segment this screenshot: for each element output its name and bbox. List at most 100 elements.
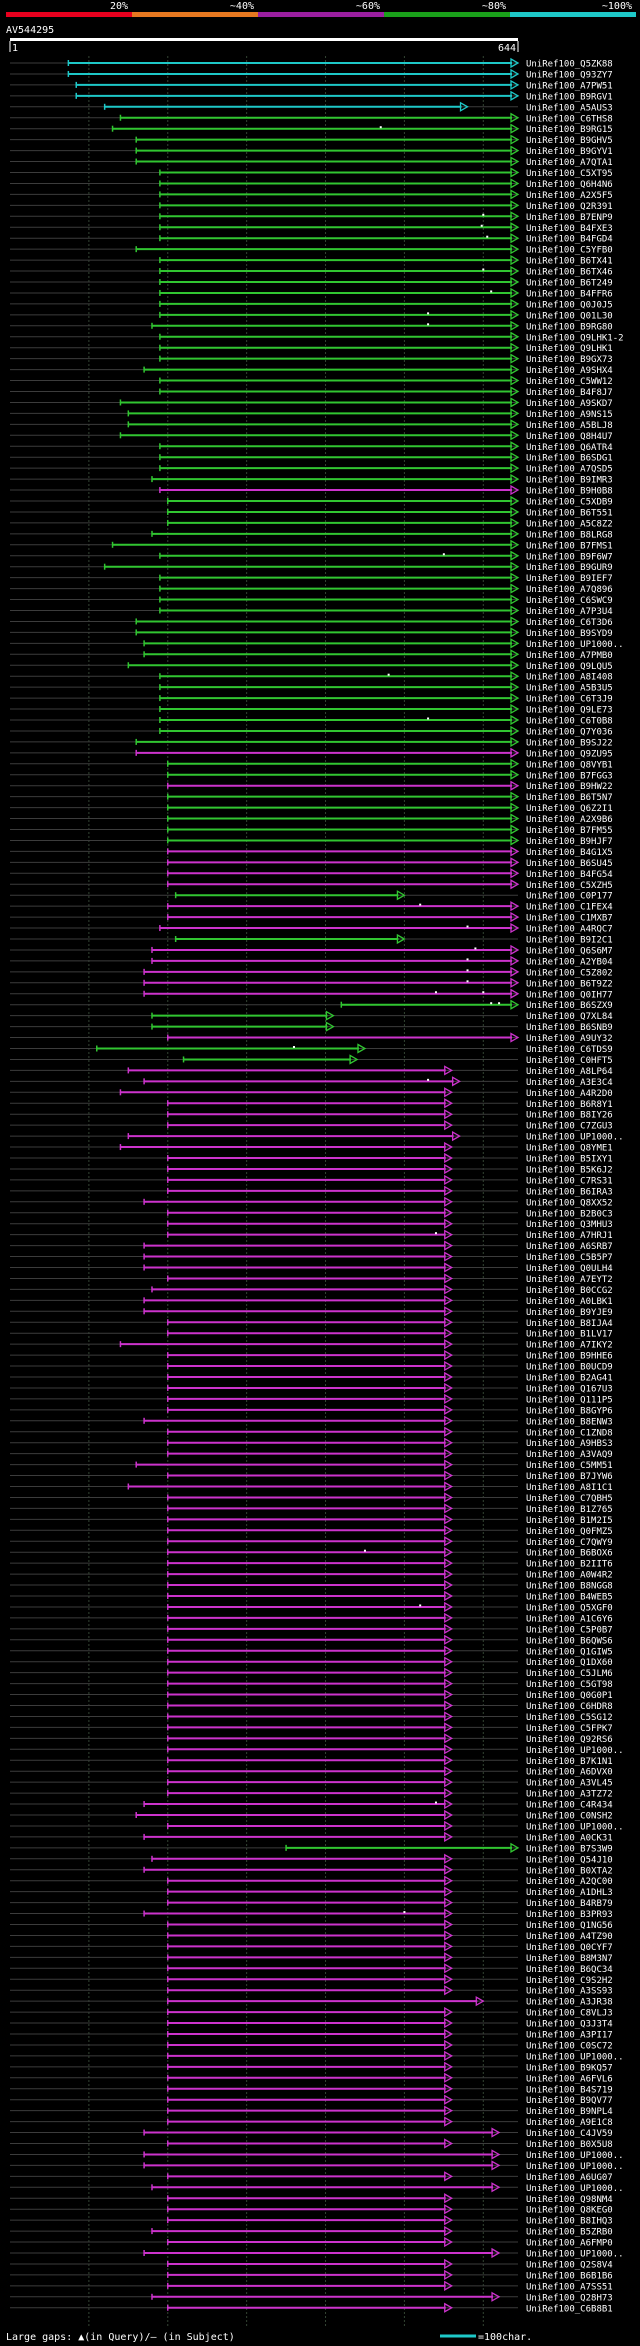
hit-label[interactable]: UniRef100_C1MXB7 [526,914,613,924]
hit-row[interactable]: UniRef100_B9QV77 [10,2094,613,2107]
hit-label[interactable]: UniRef100_B6IRA3 [526,1187,613,1197]
hit-row[interactable]: UniRef100_B4FXE3 [10,222,613,234]
hit-row[interactable]: UniRef100_Q167U3 [10,1382,613,1395]
hit-row[interactable]: UniRef100_C6HDR8 [10,1700,613,1713]
hit-label[interactable]: UniRef100_Q1GIW5 [526,1647,613,1657]
hit-label[interactable]: UniRef100_A4RQC7 [526,925,613,935]
hit-row[interactable]: UniRef100_UP1000.. [10,1744,624,1756]
hit-label[interactable]: UniRef100_A2X5F5 [526,191,613,201]
hit-label[interactable]: UniRef100_B9H0B8 [526,487,613,497]
hit-label[interactable]: UniRef100_C6TDS9 [526,1045,613,1055]
hit-row[interactable]: UniRef100_A5BLJ8 [10,419,613,431]
hit-label[interactable]: UniRef100_C7QWY9 [526,1538,613,1548]
hit-label[interactable]: UniRef100_C5Z802 [526,968,613,978]
hit-label[interactable]: UniRef100_B9F6W7 [526,552,613,562]
hit-label[interactable]: UniRef100_A3VAQ9 [526,1450,613,1460]
hit-label[interactable]: UniRef100_Q0FMZ5 [526,1527,613,1537]
hit-label[interactable]: UniRef100_C6THS8 [526,114,613,124]
hit-label[interactable]: UniRef100_Q8KEG0 [526,2206,613,2216]
hit-label[interactable]: UniRef100_C6T3D6 [526,618,613,628]
hit-row[interactable]: UniRef100_B7ENP9 [10,211,613,223]
hit-row[interactable]: UniRef100_B6SU45 [10,857,613,869]
hit-label[interactable]: UniRef100_A3VL45 [526,1779,613,1789]
hit-row[interactable]: UniRef100_B8IHQ3 [10,2215,613,2227]
hit-row[interactable]: UniRef100_B9KQ57 [10,2061,613,2074]
hit-label[interactable]: UniRef100_Q8VYB1 [526,760,613,770]
hit-row[interactable]: UniRef100_B6SZX9 [10,999,613,1012]
hit-label[interactable]: UniRef100_B9NPL4 [526,2107,613,2117]
hit-label[interactable]: UniRef100_A7SS51 [526,2282,613,2292]
hit-row[interactable]: UniRef100_B4FFR6 [10,287,613,300]
hit-row[interactable]: UniRef100_B8NGG8 [10,1579,613,1592]
hit-label[interactable]: UniRef100_Q5ZK88 [526,60,613,70]
hit-label[interactable]: UniRef100_A5C8Z2 [526,519,613,529]
hit-label[interactable]: UniRef100_C7ZGU3 [526,1122,613,1132]
hit-row[interactable]: UniRef100_Q54J10 [10,1853,613,1866]
hit-label[interactable]: UniRef100_Q92RS6 [526,1735,613,1745]
hit-label[interactable]: UniRef100_A0CK31 [526,1833,613,1843]
hit-row[interactable]: UniRef100_A5C8Z2 [10,517,613,530]
hit-label[interactable]: UniRef100_B6SDG1 [526,454,613,464]
hit-label[interactable]: UniRef100_C5JLM6 [526,1669,613,1679]
hit-row[interactable]: UniRef100_Q3MHU3 [10,1218,613,1231]
hit-row[interactable]: UniRef100_Q1DX60 [10,1656,613,1669]
hit-row[interactable]: UniRef100_Q0J0J5 [10,298,613,311]
hit-row[interactable]: UniRef100_Q5XGF0 [10,1601,613,1614]
hit-label[interactable]: UniRef100_A4R2D0 [526,1089,613,1099]
hit-row[interactable]: UniRef100_B9HHE6 [10,1349,613,1362]
hit-label[interactable]: UniRef100_A7Q896 [526,585,613,595]
hit-label[interactable]: UniRef100_C0HFT5 [526,1056,613,1066]
hit-label[interactable]: UniRef100_UP1000.. [526,1822,624,1832]
hit-label[interactable]: UniRef100_Q98NM4 [526,2195,613,2205]
hit-label[interactable]: UniRef100_C5GT98 [526,1680,613,1690]
hit-label[interactable]: UniRef100_C4R434 [526,1801,613,1811]
hit-row[interactable]: UniRef100_B5IXY1 [10,1152,613,1165]
hit-row[interactable]: UniRef100_Q98NM4 [10,2193,613,2205]
hit-label[interactable]: UniRef100_B4FXE3 [526,224,613,234]
hit-label[interactable]: UniRef100_B4WEB5 [526,1593,613,1603]
hit-row[interactable]: UniRef100_C4JV59 [10,2127,613,2140]
hit-row[interactable]: UniRef100_B2B0C3 [10,1207,613,1220]
hit-label[interactable]: UniRef100_B9SYD9 [526,629,613,639]
hit-label[interactable]: UniRef100_Q0G0P1 [526,1691,613,1701]
hit-label[interactable]: UniRef100_C5FPK7 [526,1724,613,1734]
hit-label[interactable]: UniRef100_A7QSD5 [526,465,613,475]
hit-row[interactable]: UniRef100_A3VL45 [10,1777,613,1789]
hit-row[interactable]: UniRef100_A8LP64 [10,1065,613,1077]
hit-label[interactable]: UniRef100_Q0ULH4 [526,1264,613,1274]
hit-row[interactable]: UniRef100_C1FEX4 [10,901,613,913]
hit-row[interactable]: UniRef100_B9I2C1 [10,933,613,946]
hit-row[interactable]: UniRef100_B8ENW3 [10,1415,613,1428]
hit-row[interactable]: UniRef100_B7FMS1 [10,539,613,552]
hit-label[interactable]: UniRef100_B6SNB9 [526,1023,613,1033]
hit-row[interactable]: UniRef100_Q8VYB1 [10,758,613,771]
hit-label[interactable]: UniRef100_B5IXY1 [526,1155,613,1165]
hit-label[interactable]: UniRef100_C0P177 [526,892,613,902]
hit-label[interactable]: UniRef100_B4RB79 [526,1899,613,1909]
hit-row[interactable]: UniRef100_UP1000.. [10,1130,624,1143]
hit-row[interactable]: UniRef100_Q8XX52 [10,1196,613,1209]
hit-label[interactable]: UniRef100_Q8H4U7 [526,432,613,442]
hit-label[interactable]: UniRef100_Q7Y036 [526,727,613,737]
hit-label[interactable]: UniRef100_UP1000.. [526,2162,624,2172]
hit-label[interactable]: UniRef100_B2AG41 [526,1374,613,1384]
hit-label[interactable]: UniRef100_Q1NG56 [526,1921,613,1931]
hit-label[interactable]: UniRef100_B4FFR6 [526,289,613,299]
hit-row[interactable]: UniRef100_Q28H73 [10,2291,613,2304]
hit-row[interactable]: UniRef100_A8I408 [10,671,613,683]
hit-label[interactable]: UniRef100_Q01L30 [526,311,613,321]
hit-label[interactable]: UniRef100_B1M2I5 [526,1516,613,1526]
hit-label[interactable]: UniRef100_C6HDR8 [526,1702,613,1712]
hit-label[interactable]: UniRef100_UP1000.. [526,2151,624,2161]
hit-label[interactable]: UniRef100_B1Z765 [526,1505,613,1515]
hit-label[interactable]: UniRef100_A0W4R2 [526,1571,613,1581]
hit-label[interactable]: UniRef100_Q9LQU5 [526,662,613,672]
hit-label[interactable]: UniRef100_Q9LE73 [526,706,613,716]
hit-label[interactable]: UniRef100_B0UCD9 [526,1363,613,1373]
hit-label[interactable]: UniRef100_Q93ZY7 [526,70,613,80]
hit-row[interactable]: UniRef100_B9GHV5 [10,134,613,147]
hit-row[interactable]: UniRef100_C5XZH5 [10,879,613,891]
hit-label[interactable]: UniRef100_B9GYV1 [526,147,613,157]
hit-label[interactable]: UniRef100_A6SRB7 [526,1242,613,1252]
hit-row[interactable]: UniRef100_A3VAQ9 [10,1448,613,1461]
